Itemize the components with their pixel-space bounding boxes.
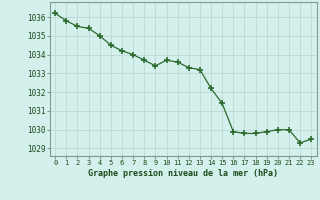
X-axis label: Graphe pression niveau de la mer (hPa): Graphe pression niveau de la mer (hPa) [88, 169, 278, 178]
